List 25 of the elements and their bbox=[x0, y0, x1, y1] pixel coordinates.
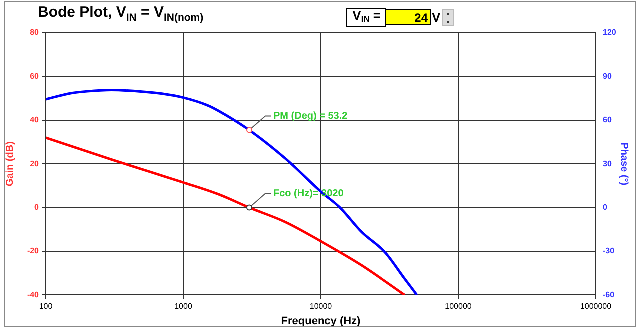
y2-tick-label: -30 bbox=[603, 246, 616, 256]
y-tick-label: 60 bbox=[30, 72, 40, 81]
y-tick-label: 80 bbox=[30, 28, 40, 38]
y2-tick-label: 0 bbox=[603, 203, 608, 212]
y-tick-label: -20 bbox=[27, 246, 40, 256]
chart-title: Bode Plot, V$_{IN}$ = V$_{IN(nom)}$ bbox=[38, 4, 204, 24]
x-tick-label: 1000000 bbox=[580, 302, 612, 312]
y2-axis-title: Phase (°) bbox=[618, 142, 630, 186]
x-axis-title: Frequency (Hz) bbox=[281, 315, 362, 328]
y-tick-label: -40 bbox=[27, 290, 40, 300]
y2-tick-label: 30 bbox=[603, 159, 612, 168]
y2-tick-label: 90 bbox=[603, 72, 612, 81]
y-tick-label: 20 bbox=[30, 159, 40, 168]
y2-tick-label: 60 bbox=[603, 116, 612, 125]
x-tick-label: 100 bbox=[39, 302, 54, 312]
x-tick-label: 1000 bbox=[174, 302, 193, 312]
y-axis-title: Gain (dB) bbox=[4, 142, 16, 187]
text: V bbox=[432, 10, 441, 24]
y-tick-label: 0 bbox=[34, 203, 40, 212]
x-tick-label: 10000 bbox=[310, 302, 333, 312]
y2-tick-label: 120 bbox=[603, 28, 617, 38]
y2-tick-label: -60 bbox=[603, 290, 616, 300]
x-tick-label: 100000 bbox=[445, 302, 472, 312]
y-tick-label: 40 bbox=[30, 116, 40, 125]
text: V$_{IN}$ = bbox=[346, 8, 386, 26]
